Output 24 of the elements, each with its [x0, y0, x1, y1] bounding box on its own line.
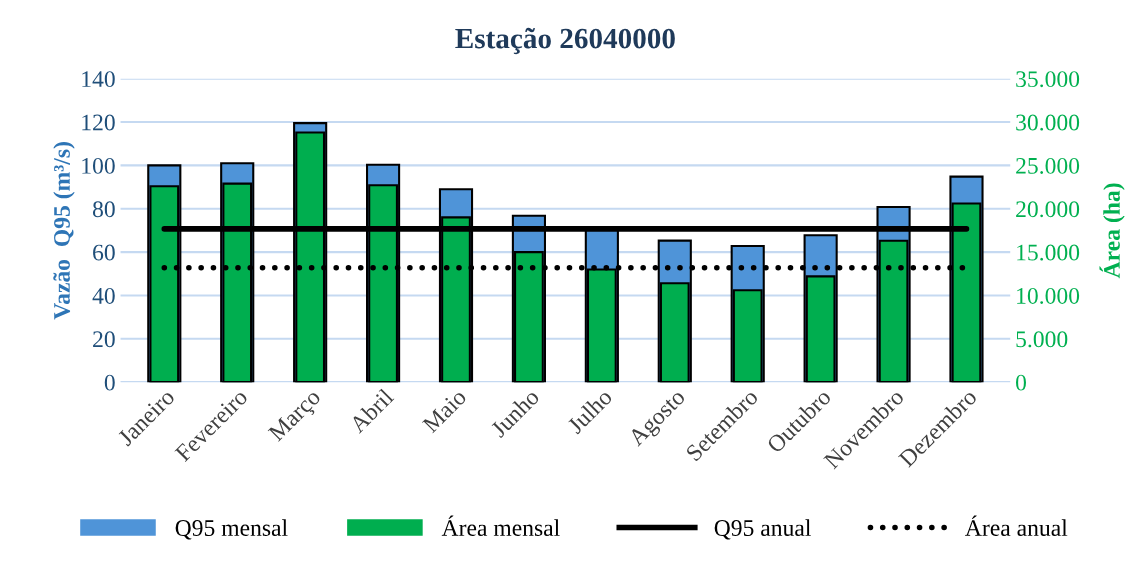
- y-tick-label: 80: [92, 201, 115, 218]
- y-tick-label: 140: [82, 71, 115, 88]
- y-tick-label: 120: [82, 114, 115, 131]
- y-tick-label: 60: [93, 244, 115, 261]
- legend-label: Q95 mensal: [175, 519, 288, 540]
- y-tick-label: 0: [104, 374, 115, 391]
- legend-label: Área anual: [965, 515, 1068, 536]
- legend-label: Área mensal: [441, 515, 560, 536]
- y2-tick-label: 10.000: [1017, 287, 1080, 304]
- legend-label: Q95 anual: [714, 519, 811, 540]
- y2-tick-label: 25.000: [1016, 157, 1080, 174]
- y2-tick-label: 5.000: [1016, 331, 1068, 348]
- y-tick-label: 40: [92, 287, 115, 304]
- chart-title: Estação 26040000: [455, 27, 675, 55]
- y2-tick-label: 0: [1016, 374, 1027, 391]
- y-tick-label: 100: [82, 157, 115, 174]
- x-tick-label: Maio: [421, 388, 468, 434]
- y2-tick-label: 20.000: [1016, 201, 1080, 218]
- y2-tick-label: 30.000: [1016, 114, 1080, 131]
- y-axis-title: Vazão Q95 (m³/s): [53, 142, 75, 320]
- y-tick-label: 20: [93, 331, 115, 348]
- y2-tick-label: 35.000: [1016, 71, 1080, 88]
- y2-axis-title: Área (ha): [1099, 183, 1125, 279]
- y2-tick-label: 15.000: [1017, 244, 1080, 261]
